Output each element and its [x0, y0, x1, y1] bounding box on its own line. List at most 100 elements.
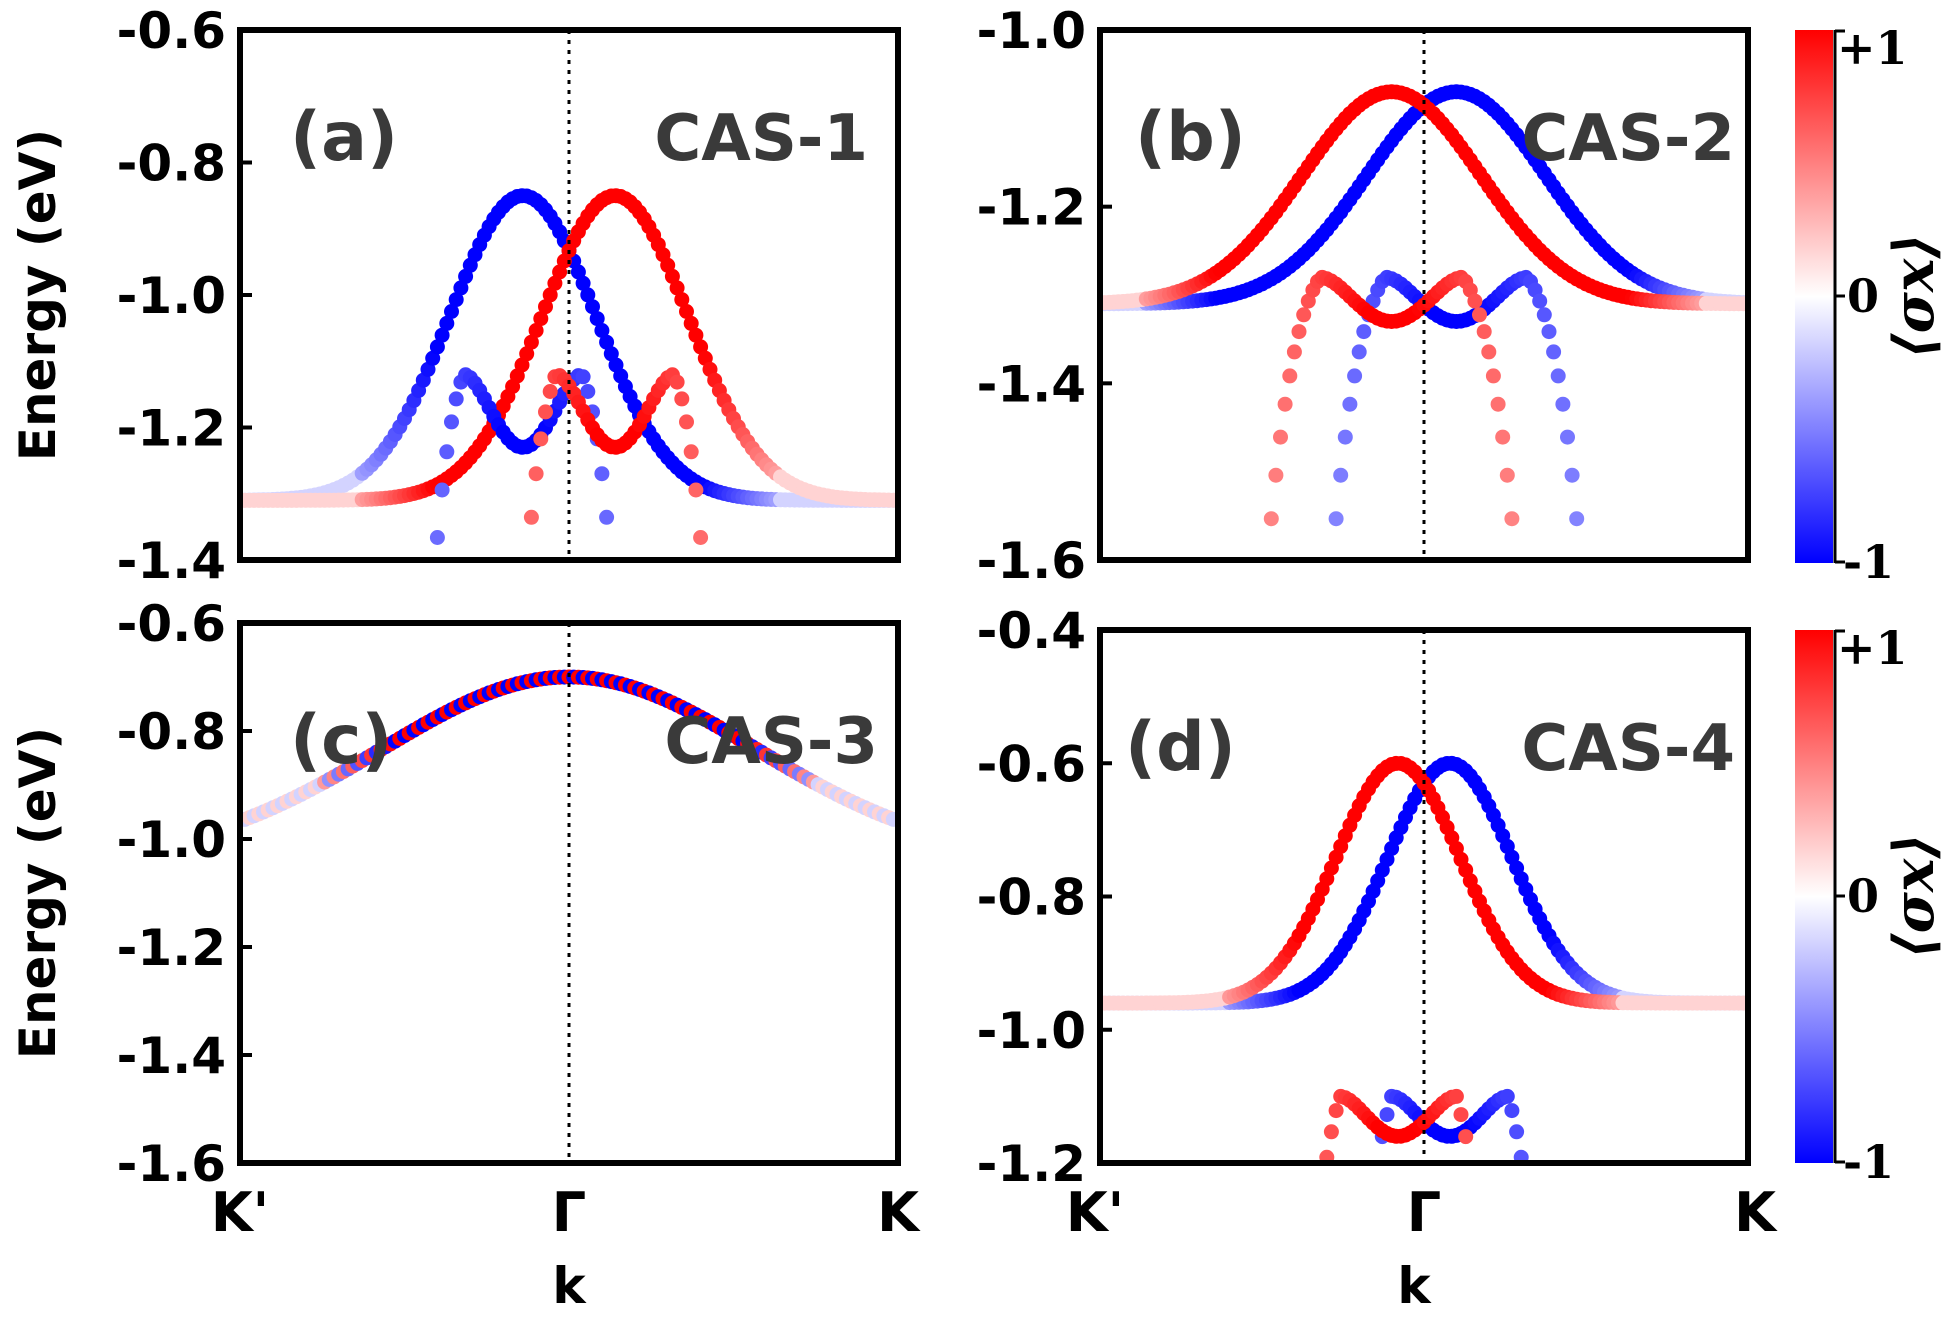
y-tick-label: -1.6	[117, 1135, 226, 1193]
y-axis-title: Energy (eV)	[9, 129, 67, 461]
band-point	[1490, 396, 1506, 412]
band-point	[1560, 429, 1575, 445]
colorbar-gradient	[1795, 630, 1833, 1163]
band-point	[674, 391, 690, 407]
band-point	[1467, 293, 1483, 309]
y-tick-label: -0.8	[117, 703, 226, 761]
band-point	[1296, 307, 1312, 323]
colorbar-mid-label: 0	[1847, 269, 1879, 323]
band-point	[669, 374, 685, 390]
y-tick-label: -1.0	[977, 1002, 1086, 1060]
band-point	[594, 466, 610, 482]
y-tick-label: -1.0	[117, 267, 226, 325]
panel-a: -1.4 -1.2 -1.0 -0.8 -0.6 (a) CAS-1 Energy (e…	[9, 2, 901, 590]
band-point	[1536, 307, 1552, 323]
band-point	[528, 466, 544, 482]
band-point	[679, 304, 694, 319]
band-point	[1495, 429, 1511, 445]
band-point	[693, 530, 709, 545]
x-tick-kprime: K'	[211, 1181, 269, 1244]
plot-frame	[237, 620, 901, 1166]
band-point	[575, 275, 591, 291]
band-point	[533, 431, 549, 447]
x-axis-title: k	[552, 1257, 587, 1315]
case-label: CAS-2	[1521, 102, 1735, 176]
band-point	[688, 482, 704, 498]
band-point	[542, 384, 558, 399]
y-axis-ticks: -1.2 -1.0 -0.8 -0.6 -0.4	[977, 602, 1112, 1193]
band-point	[1458, 1129, 1474, 1145]
band-point	[594, 323, 610, 338]
band-point	[444, 414, 459, 430]
band-point	[1541, 324, 1557, 340]
y-tick-label: -1.4	[977, 355, 1086, 413]
band-point	[434, 482, 450, 498]
colorbar-title: ⟨σx⟩	[1881, 833, 1947, 959]
colorbar-title: ⟨σx⟩	[1881, 233, 1947, 359]
band-point	[580, 287, 596, 303]
band-point	[669, 280, 685, 296]
colorbar-max-label: +1	[1837, 21, 1908, 75]
x-axis-title: k	[1397, 1257, 1432, 1315]
band-point	[683, 444, 699, 460]
band-point	[439, 444, 455, 460]
panel-b: -1.6 -1.4 -1.2 -1.0 (b) CAS-2	[977, 2, 1751, 590]
y-tick-label: -1.0	[977, 2, 1086, 60]
band-point	[688, 327, 704, 343]
y-axis-ticks: -1.6 -1.4 -1.2 -1.0 -0.8 -0.6	[117, 595, 252, 1193]
band-point	[1356, 324, 1372, 340]
panel-a-points	[237, 188, 901, 545]
band-point	[674, 292, 690, 308]
band-point	[679, 414, 694, 430]
band-point	[1286, 344, 1302, 360]
band-point	[434, 327, 450, 343]
band-point	[1485, 368, 1501, 384]
x-tick-kprime: K'	[1066, 1181, 1124, 1244]
band-point	[453, 280, 469, 296]
band-point	[1263, 511, 1279, 527]
y-tick-label: -0.8	[117, 135, 226, 193]
panel-label: (a)	[290, 98, 398, 177]
band-point	[589, 311, 605, 327]
band-point	[514, 357, 530, 373]
band-point	[1351, 344, 1367, 360]
band-point	[575, 369, 591, 385]
band-point	[519, 346, 535, 362]
case-label: CAS-1	[654, 102, 868, 176]
band-point	[1476, 324, 1492, 340]
band-point	[1532, 293, 1548, 309]
x-tick-k: K	[877, 1181, 921, 1244]
band-point	[1273, 429, 1288, 445]
band-point	[1499, 1088, 1515, 1104]
band-point	[1342, 396, 1358, 412]
x-tick-gamma: Γ	[552, 1181, 586, 1244]
band-point	[599, 509, 615, 525]
band-point	[523, 334, 539, 350]
band-point	[1472, 307, 1487, 323]
band-point	[1291, 324, 1307, 340]
band-point	[683, 315, 699, 331]
y-tick-label: -1.2	[117, 400, 226, 458]
y-axis-title: Energy (eV)	[9, 727, 67, 1059]
y-tick-label: -1.6	[977, 532, 1086, 590]
y-tick-label: -1.2	[977, 1135, 1086, 1193]
band-point	[570, 264, 586, 280]
colorbar-top: +1 0 -1 ⟨σx⟩	[1795, 21, 1947, 589]
band-point	[1453, 1107, 1469, 1123]
y-tick-label: -1.2	[117, 919, 226, 977]
y-tick-label: -0.4	[977, 602, 1086, 660]
band-point	[538, 299, 553, 315]
band-point	[1282, 368, 1298, 384]
band-point	[1499, 467, 1515, 483]
panel-d: -1.2 -1.0 -0.8 -0.6 -0.4 (d) CAS-4 K' Γ K k	[977, 602, 1778, 1315]
band-point	[448, 292, 464, 308]
band-point	[693, 339, 709, 355]
panel-c: -1.6 -1.4 -1.2 -1.0 -0.8 -0.6 (c) CAS-3 Energ…	[9, 595, 921, 1315]
band-point	[533, 311, 549, 327]
band-point	[1550, 368, 1566, 384]
y-tick-label: -0.6	[977, 735, 1086, 793]
band-point	[1328, 511, 1344, 527]
panel-label: (b)	[1135, 98, 1246, 177]
band-point	[585, 299, 600, 315]
